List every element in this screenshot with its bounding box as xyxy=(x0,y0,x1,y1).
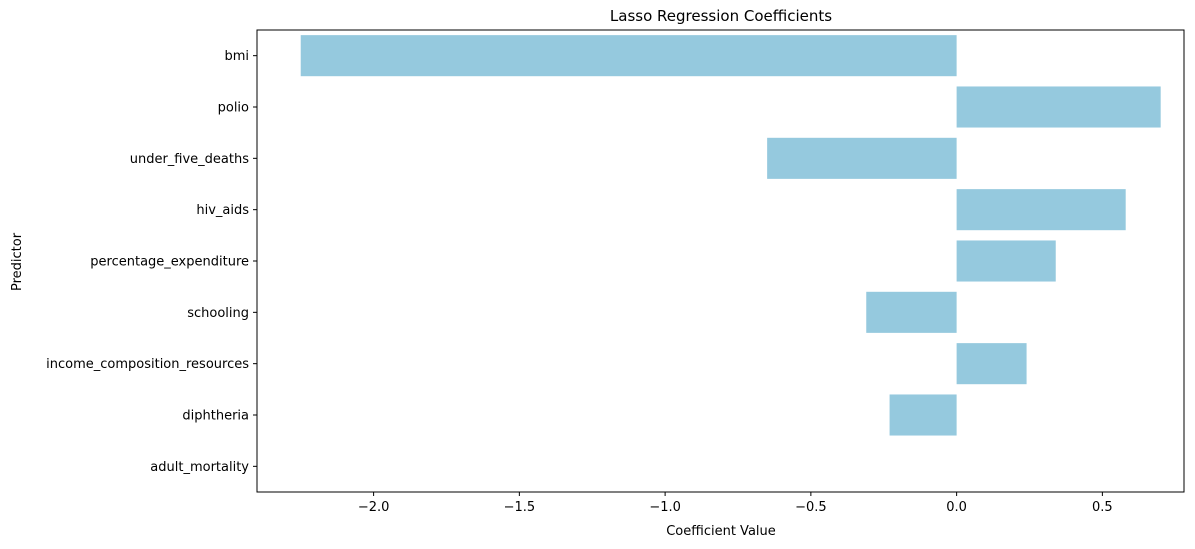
y-tick-label: percentage_expenditure xyxy=(90,255,249,270)
x-tick-label: −1.0 xyxy=(649,500,681,515)
x-tick-label: −0.5 xyxy=(795,500,827,515)
y-tick-label: diphtheria xyxy=(182,409,249,424)
bar-polio xyxy=(956,86,1161,128)
y-tick-label: polio xyxy=(218,101,249,116)
x-tick-label: 0.5 xyxy=(1092,500,1113,515)
plot-frame xyxy=(256,29,1185,493)
x-tick-label: −1.5 xyxy=(504,500,536,515)
bar-income_composition_resources xyxy=(956,343,1027,385)
chart-title: Lasso Regression Coefficients xyxy=(610,7,832,25)
y-tick-label: adult_mortality xyxy=(150,460,249,475)
bar-under_five_deaths xyxy=(767,137,957,179)
y-tick-label: income_composition_resources xyxy=(46,357,249,372)
x-axis-ticks: −2.0 −1.5 −1.0 −0.5 0.0 0.5 xyxy=(358,492,1113,515)
y-axis-label: Predictor xyxy=(10,232,25,291)
bar-schooling xyxy=(866,291,957,333)
y-tick-label: under_five_deaths xyxy=(130,152,250,167)
y-tick-label: schooling xyxy=(187,306,249,321)
bars-group xyxy=(300,35,1161,436)
bar-percentage_expenditure xyxy=(956,240,1056,282)
y-tick-label: hiv_aids xyxy=(196,203,249,218)
bar-hiv_aids xyxy=(956,189,1126,231)
x-tick-label: 0.0 xyxy=(946,500,967,515)
bar-bmi xyxy=(300,35,957,77)
y-axis-ticks: bmi polio under_five_deaths hiv_aidspercent… xyxy=(46,49,257,475)
bar-diphtheria xyxy=(889,394,957,436)
x-tick-label: −2.0 xyxy=(358,500,390,515)
y-tick-label: bmi xyxy=(224,49,249,64)
x-axis-label: Coefficient Value xyxy=(666,524,776,539)
